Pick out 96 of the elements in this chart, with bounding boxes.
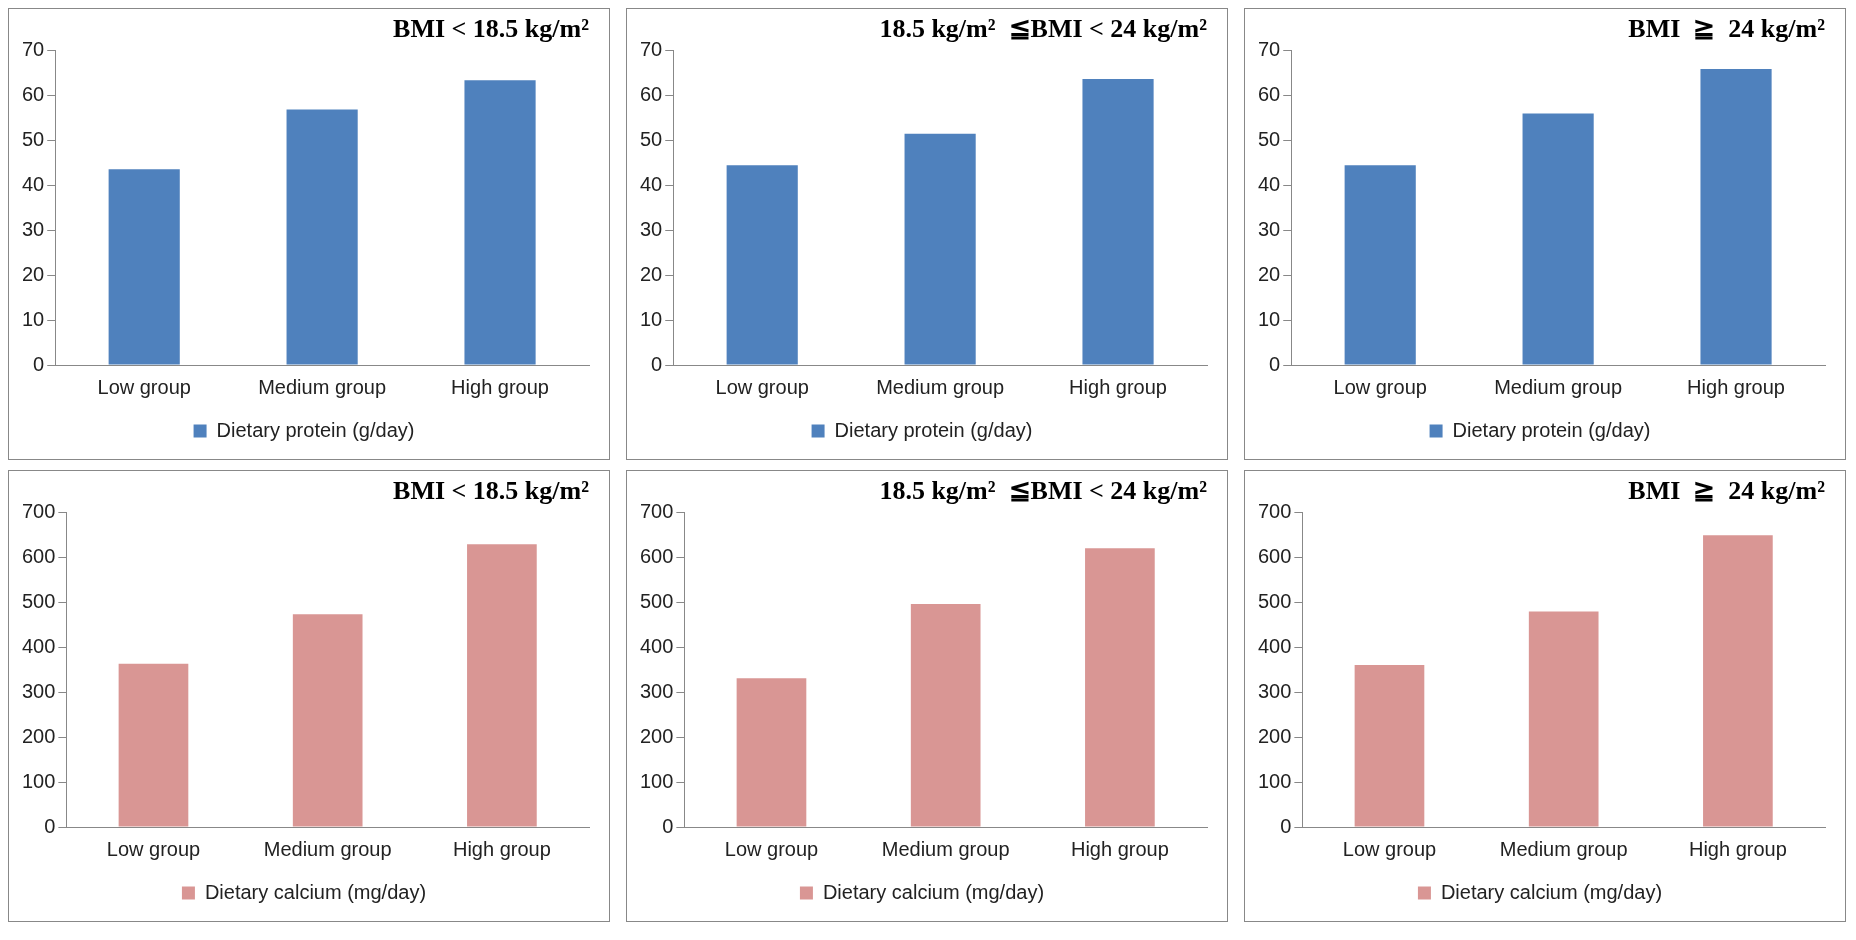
y-tick-label: 10 [22, 307, 45, 330]
y-tick-label: 400 [21, 634, 56, 657]
legend-label: Dietary protein (g/day) [834, 418, 1033, 441]
y-tick-label: 500 [21, 589, 56, 612]
x-tick-label: High group [451, 375, 549, 398]
bar [286, 109, 358, 365]
y-tick-label: 40 [1258, 172, 1281, 195]
bar [726, 165, 798, 365]
legend-label: Dietary protein (g/day) [216, 418, 415, 441]
bar [1354, 665, 1425, 827]
y-tick-label: 40 [22, 172, 45, 195]
y-tick-label: 100 [21, 769, 56, 792]
x-tick-label: Low group [724, 837, 819, 860]
y-tick-label: 30 [640, 217, 663, 240]
y-tick-label: 0 [662, 814, 674, 837]
y-tick-label: 0 [1280, 814, 1292, 837]
bar [292, 614, 363, 827]
legend-label: Dietary calcium (mg/day) [822, 880, 1045, 903]
y-tick-label: 700 [639, 499, 674, 522]
y-tick-label: 500 [1257, 589, 1292, 612]
x-tick-label: Low group [1342, 837, 1437, 860]
x-tick-label: Medium group [1499, 837, 1628, 860]
x-tick-label: High group [452, 837, 551, 860]
legend-label: Dietary protein (g/day) [1452, 418, 1651, 441]
bar [1344, 165, 1416, 365]
y-tick-label: 30 [1258, 217, 1281, 240]
chart-title: BMI ≧ 24 kg/m² [1628, 14, 1826, 44]
bar [904, 133, 976, 365]
x-tick-label: Medium group [876, 375, 1005, 398]
x-tick-label: Low group [715, 375, 809, 398]
y-tick-label: 0 [1269, 352, 1281, 375]
chart-title: BMI ≧ 24 kg/m² [1628, 476, 1826, 506]
y-tick-label: 200 [639, 724, 674, 747]
y-tick-label: 10 [640, 307, 663, 330]
bar [1522, 113, 1594, 365]
y-tick-label: 300 [1257, 679, 1292, 702]
y-tick-label: 300 [639, 679, 674, 702]
bar [464, 80, 536, 365]
x-tick-label: Medium group [258, 375, 387, 398]
x-tick-label: Low group [97, 375, 191, 398]
x-tick-label: High group [1070, 837, 1169, 860]
y-tick-label: 60 [22, 82, 45, 105]
bar [467, 544, 537, 827]
x-tick-label: High group [1688, 837, 1787, 860]
legend-label: Dietary calcium (mg/day) [1440, 880, 1663, 903]
chart-title: BMI < 18.5 kg/m² [393, 14, 590, 44]
y-tick-label: 700 [21, 499, 56, 522]
y-tick-label: 300 [21, 679, 56, 702]
bar [736, 678, 807, 827]
y-tick-label: 100 [1257, 769, 1292, 792]
x-tick-label: Low group [106, 837, 201, 860]
bar [1700, 69, 1772, 365]
y-tick-label: 700 [1257, 499, 1292, 522]
y-tick-label: 100 [639, 769, 674, 792]
x-tick-label: High group [1069, 375, 1167, 398]
y-tick-label: 400 [1257, 634, 1292, 657]
y-tick-label: 50 [640, 127, 663, 150]
y-tick-label: 20 [1258, 262, 1281, 285]
y-tick-label: 70 [640, 37, 663, 60]
y-tick-label: 600 [1257, 544, 1292, 567]
chart-title: 18.5 kg/m² ≦BMI < 24 kg/m² [879, 476, 1208, 506]
y-tick-label: 20 [22, 262, 45, 285]
y-tick-label: 60 [640, 82, 663, 105]
bar [1528, 611, 1599, 827]
chart-title: 18.5 kg/m² ≦BMI < 24 kg/m² [879, 14, 1208, 44]
bar [910, 603, 981, 827]
x-tick-label: High group [1687, 375, 1785, 398]
bar [118, 663, 189, 827]
y-tick-label: 0 [44, 814, 56, 837]
y-tick-label: 0 [651, 352, 663, 375]
y-tick-label: 400 [639, 634, 674, 657]
chart-title: BMI < 18.5 kg/m² [393, 476, 590, 506]
y-tick-label: 10 [1258, 307, 1281, 330]
legend-label: Dietary calcium (mg/day) [204, 880, 427, 903]
bar [1082, 78, 1154, 365]
x-tick-label: Medium group [881, 837, 1010, 860]
x-tick-label: Medium group [1494, 375, 1623, 398]
bar [1703, 535, 1773, 827]
y-tick-label: 40 [640, 172, 663, 195]
y-tick-label: 50 [22, 127, 45, 150]
y-tick-label: 0 [33, 352, 45, 375]
y-tick-label: 50 [1258, 127, 1281, 150]
y-tick-label: 500 [639, 589, 674, 612]
y-tick-label: 200 [1257, 724, 1292, 747]
y-tick-label: 30 [22, 217, 45, 240]
bar [1085, 548, 1155, 827]
x-tick-label: Low group [1333, 375, 1427, 398]
x-tick-label: Medium group [263, 837, 392, 860]
y-tick-label: 600 [639, 544, 674, 567]
y-tick-label: 20 [640, 262, 663, 285]
y-tick-label: 600 [21, 544, 56, 567]
y-tick-label: 70 [1258, 37, 1281, 60]
y-tick-label: 200 [21, 724, 56, 747]
bar [108, 169, 180, 365]
y-tick-label: 70 [22, 37, 45, 60]
y-tick-label: 60 [1258, 82, 1281, 105]
